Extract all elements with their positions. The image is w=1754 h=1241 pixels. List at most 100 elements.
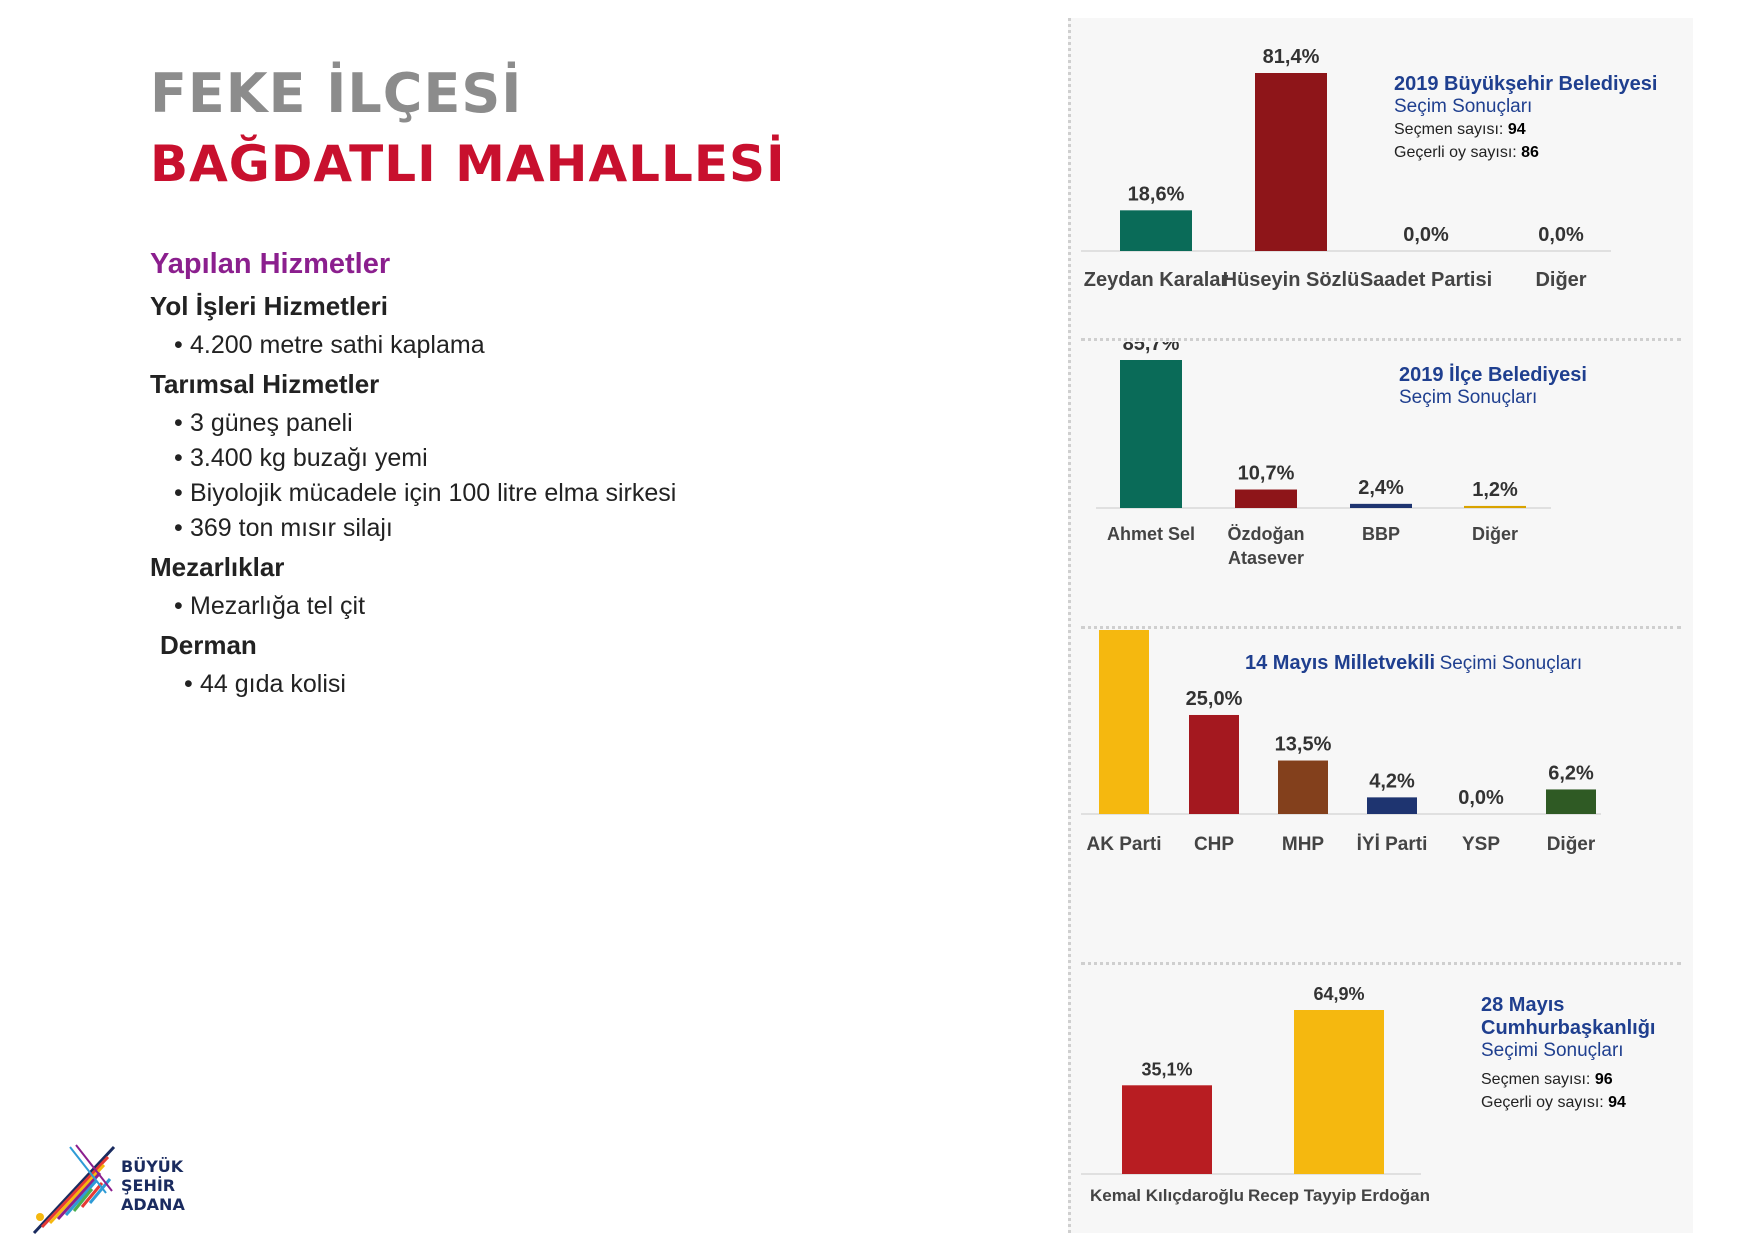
service-group-agriculture: Tarımsal Hizmetler • 3 güneş paneli • 3.40… [150, 369, 750, 546]
chart-info: 28 Mayıs Cumhurbaşkanlığı Seçimi Sonuçla… [1481, 994, 1681, 1114]
chart-bar [1367, 797, 1417, 814]
category-label: Diğer [1535, 269, 1586, 291]
chart-bar [1255, 73, 1327, 251]
bar-value-label: 0,0% [1458, 787, 1504, 809]
chart-subtitle: Seçimi Sonuçları [1439, 653, 1583, 674]
chart-title: 28 Mayıs Cumhurbaşkanlığı [1481, 994, 1656, 1039]
bar-value-label: 0,0% [1538, 224, 1584, 246]
chart-title: 2019 Büyükşehir Belediyesi [1394, 73, 1658, 95]
chart-bar [1122, 1085, 1212, 1174]
category-label: BBP [1362, 524, 1400, 544]
chart-bar [1120, 210, 1192, 251]
logo-text: BÜYÜK ŞEHİR ADANA [121, 1157, 185, 1214]
chart-bar [1546, 789, 1596, 814]
chart-district: 85,7% Ahmet Sel 10,7% Özdoğan Atasever 2,4% BB… [1096, 333, 1551, 568]
bar-value-label: 64,9% [1313, 984, 1364, 1004]
logo-line: BÜYÜK [121, 1157, 184, 1176]
group-title: Mezarlıklar [150, 552, 285, 582]
chart-bar [1099, 612, 1149, 814]
category-label: İYİ Parti [1357, 834, 1428, 855]
list-item-text: Biyolojik mücadele için 100 litre elma s… [190, 479, 677, 507]
chart-presidential: 35,1% Kemal Kılıçdaroğlu 64,9% Recep Tayyip… [1081, 984, 1430, 1205]
chart-section-district: 85,7% Ahmet Sel 10,7% Özdoğan Atasever 2,4% BB… [1071, 333, 1693, 622]
logo-line: ADANA [121, 1195, 185, 1214]
chart-bar [1294, 1010, 1384, 1174]
category-label: Diğer [1547, 834, 1596, 855]
list-item: • 369 ton mısır silajı [174, 514, 393, 542]
stat-label: Seçmen sayısı: [1394, 121, 1504, 138]
group-title: Yol İşleri Hizmetleri [150, 291, 388, 321]
chart-bar [1464, 505, 1526, 508]
category-label: AK Parti [1087, 834, 1162, 855]
list-item: • Mezarlığa tel çit [174, 592, 366, 620]
stat-valid-votes: Geçerli oy sayısı: 86 [1394, 141, 1657, 164]
chart-title: 14 Mayıs Milletvekili [1245, 652, 1436, 674]
chart-bar [1235, 489, 1297, 508]
adana-logo [32, 1144, 116, 1235]
category-label: Kemal Kılıçdaroğlu [1090, 1186, 1244, 1205]
group-title: Derman [160, 630, 257, 660]
category-label: MHP [1282, 834, 1325, 855]
chart-info: 2019 Büyükşehir Belediyesi Seçim Sonuçla… [1394, 73, 1657, 164]
list-item-text: 4.200 metre sathi kaplama [190, 331, 485, 359]
stat-value: 94 [1507, 121, 1526, 138]
service-group-derman: Derman • 44 gıda kolisi [150, 630, 750, 702]
chart-bar [1278, 760, 1328, 814]
chart-info: 14 Mayıs Milletvekili Seçimi Sonuçları [1245, 652, 1582, 675]
group-title: Tarımsal Hizmetler [150, 369, 380, 399]
category-label: Recep Tayyip Erdoğan [1248, 1186, 1430, 1205]
stat-label: Geçerli oy sayısı: [1394, 144, 1517, 161]
logo-seal-icon [36, 1213, 44, 1221]
chart-bar [1120, 360, 1182, 508]
category-label: Ahmet Sel [1107, 524, 1195, 544]
stat-value: 96 [1594, 1071, 1613, 1088]
logo-line: ŞEHİR [121, 1176, 176, 1195]
chart-metropolitan: 18,6% Zeydan Karalar 81,4% Hüseyin Sözlü 0,0… [1081, 46, 1611, 291]
category-label: Zeydan Karalar [1084, 269, 1229, 291]
list-item-text: 3.400 kg buzağı yemi [190, 444, 428, 472]
category-label: Diğer [1472, 524, 1518, 544]
category-label: Saadet Partisi [1360, 269, 1492, 291]
neighborhood-title: BAĞDATLI MAHALLESİ [150, 135, 786, 193]
stat-valid-votes: Geçerli oy sayısı: 94 [1481, 1091, 1681, 1114]
stat-label: Geçerli oy sayısı: [1481, 1094, 1604, 1111]
bar-value-label: 4,2% [1369, 770, 1415, 792]
divider [1081, 962, 1681, 965]
chart-info: 2019 İlçe Belediyesi Seçim Sonuçları [1399, 364, 1587, 409]
chart-subtitle: Seçim Sonuçları [1399, 387, 1538, 408]
bar-value-label: 35,1% [1141, 1059, 1192, 1079]
category-label: YSP [1462, 834, 1500, 855]
list-item: • 3.400 kg buzağı yemi [174, 444, 428, 472]
services-list: Yapılan Hizmetler Yol İşleri Hizmetleri … [150, 248, 750, 708]
bar-value-label: 18,6% [1128, 183, 1185, 205]
category-label: Hüseyin Sözlü [1223, 269, 1360, 291]
list-item-text: 369 ton mısır silajı [190, 514, 393, 542]
chart-section-presidential: 35,1% Kemal Kılıçdaroğlu 64,9% Recep Tayyip… [1071, 966, 1693, 1231]
stat-value: 86 [1521, 144, 1539, 161]
list-item: • 4.200 metre sathi kaplama [174, 331, 485, 359]
chart-bar [1350, 503, 1412, 508]
divider [1081, 626, 1681, 629]
list-item: • 3 güneş paneli [174, 409, 353, 437]
bar-value-label: 25,0% [1186, 688, 1243, 710]
services-heading: Yapılan Hizmetler [150, 248, 391, 280]
bar-value-label: 10,7% [1238, 463, 1295, 485]
bar-value-label: 0,0% [1403, 224, 1449, 246]
list-item-text: 3 güneş paneli [190, 409, 353, 437]
service-group-cemeteries: Mezarlıklar • Mezarlığa tel çit [150, 552, 750, 624]
category-label: Atasever [1228, 548, 1304, 568]
bar-value-label: 1,2% [1472, 479, 1518, 501]
bar-value-label: 81,4% [1263, 46, 1320, 68]
logo-stripes-icon [32, 1144, 116, 1235]
chart-subtitle: Seçimi Sonuçları [1481, 1040, 1624, 1061]
chart-section-metropolitan: 18,6% Zeydan Karalar 81,4% Hüseyin Sözlü 0,0… [1071, 18, 1693, 330]
stat-voters: Seçmen sayısı: 94 [1394, 118, 1657, 141]
bar-value-label: 2,4% [1358, 477, 1404, 499]
list-item-text: Mezarlığa tel çit [190, 592, 366, 620]
bar-value-label: 13,5% [1275, 734, 1332, 756]
results-panel: 18,6% Zeydan Karalar 81,4% Hüseyin Sözlü 0,0… [1068, 18, 1693, 1233]
district-title: FEKE İLÇESİ [150, 62, 523, 125]
divider [1081, 338, 1681, 341]
